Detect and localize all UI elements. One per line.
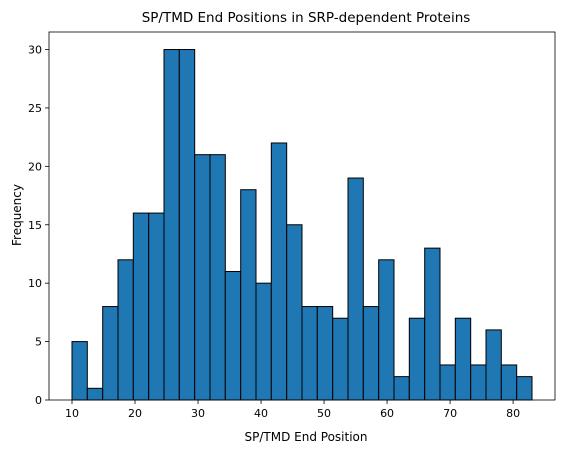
histogram-bar	[286, 224, 303, 401]
histogram-bar	[71, 341, 88, 401]
histogram-bar	[393, 376, 410, 401]
histogram-bar	[270, 142, 288, 401]
histogram-bar	[362, 306, 380, 401]
histogram-bar	[240, 189, 257, 401]
histogram-bar	[301, 306, 318, 401]
x-tick-label: 60	[380, 407, 394, 420]
histogram-bar	[470, 364, 487, 401]
y-axis-ticks: 0 5 10 15 20 25 30	[28, 44, 49, 407]
x-tick-label: 70	[443, 407, 457, 420]
y-tick-label: 25	[28, 102, 42, 115]
histogram-bar	[408, 317, 426, 401]
histogram-bar	[347, 177, 364, 401]
histogram-bar	[516, 376, 533, 401]
histogram-bar	[194, 154, 211, 401]
y-tick-label: 10	[28, 277, 42, 290]
histogram-bar	[378, 259, 395, 401]
histogram-bar	[209, 154, 226, 401]
histogram-bar	[178, 49, 196, 401]
x-tick-label: 10	[65, 407, 79, 420]
x-tick-label: 30	[191, 407, 205, 420]
histogram-bar	[500, 364, 518, 401]
y-axis-label: Frequency	[10, 184, 24, 246]
histogram-bar	[485, 329, 502, 401]
x-axis-ticks: 10 20 30 40 50 60 70 80	[65, 400, 520, 420]
histogram-bar	[224, 270, 242, 401]
y-tick-label: 20	[28, 160, 42, 173]
histogram-bar	[132, 212, 150, 401]
histogram-bar	[163, 49, 180, 401]
y-tick-label: 30	[28, 44, 42, 57]
histogram-bar	[148, 212, 165, 401]
histogram-bar	[316, 306, 334, 401]
histogram-bar	[454, 317, 472, 401]
plot-frame	[48, 31, 556, 401]
x-tick-label: 20	[128, 407, 142, 420]
chart-title: SP/TMD End Positions in SRP-dependent Pr…	[142, 10, 471, 26]
x-tick-label: 40	[254, 407, 268, 420]
histogram-bar	[439, 364, 456, 401]
x-tick-label: 80	[506, 407, 520, 420]
histogram-bar	[117, 259, 134, 401]
x-axis-label: SP/TMD End Position	[245, 430, 368, 444]
histogram-bar	[332, 317, 349, 401]
histogram-bar	[102, 306, 119, 401]
y-tick-label: 0	[35, 394, 42, 407]
histogram-bar	[255, 282, 272, 401]
y-tick-label: 15	[28, 219, 42, 232]
histogram-bar	[424, 247, 441, 401]
y-tick-label: 5	[35, 336, 42, 349]
histogram-bar	[86, 387, 104, 401]
histogram-bars	[71, 49, 533, 401]
x-tick-label: 50	[317, 407, 331, 420]
